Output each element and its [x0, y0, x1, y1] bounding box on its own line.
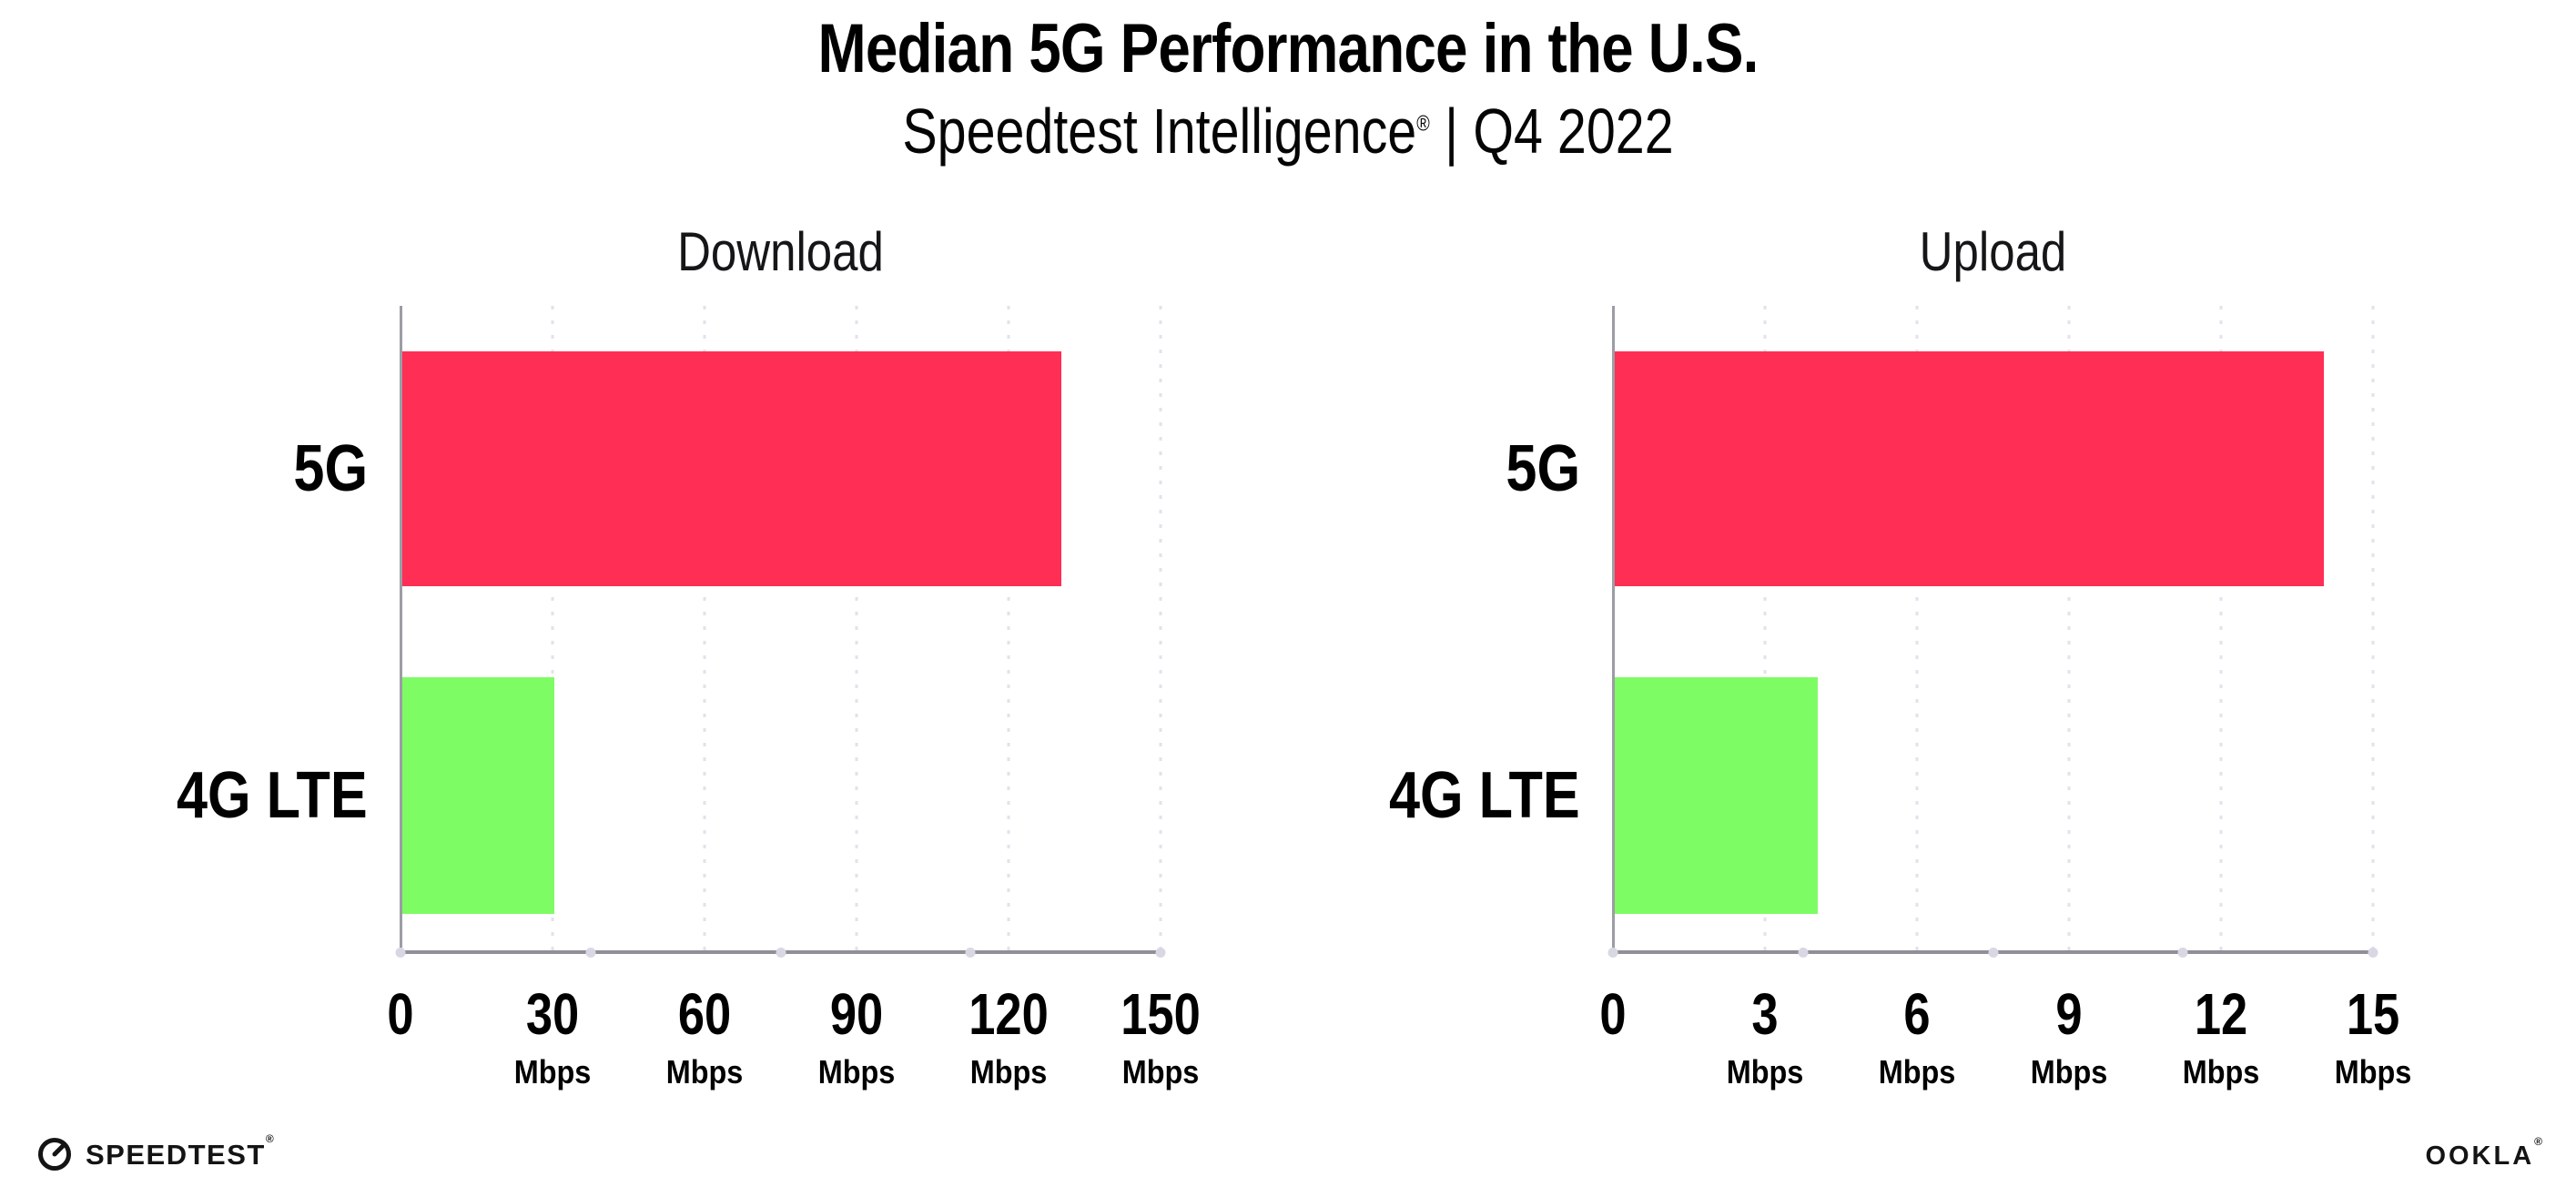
x-tick-label: 150: [1121, 981, 1201, 1047]
gridline: [2371, 306, 2375, 952]
plot-area: [395, 306, 1166, 958]
chart-title: Download: [677, 221, 884, 282]
gridline: [1763, 306, 1767, 952]
subtitle-period: Q4 2022: [1473, 96, 1674, 167]
axis-marker-dot: [1607, 948, 1618, 958]
x-tick-unit-label: Mbps: [2334, 1053, 2412, 1090]
category-label-5g: 5G: [293, 431, 368, 505]
plot-area: [1607, 306, 2378, 958]
x-tick-unit-label: Mbps: [513, 1053, 592, 1090]
axis-marker-dot: [395, 948, 406, 958]
x-tick-unit-label: Mbps: [665, 1053, 744, 1090]
axis-marker-dot: [1155, 948, 1166, 958]
upload-chart: Upload 5G 4G LTE 0 3 Mbps 6 Mbps 9 Mbps 12 Mbps 15 Mb…: [1389, 222, 2411, 1090]
gridline: [1159, 306, 1162, 952]
x-tick-unit-label: Mbps: [2030, 1053, 2108, 1090]
x-tick-unit-label: Mbps: [1121, 1053, 1200, 1090]
speedtest-label: SPEEDTEST: [86, 1138, 266, 1171]
x-tick-unit-label: Mbps: [817, 1053, 896, 1090]
y-axis-line: [1612, 306, 1615, 952]
x-tick-label: 120: [969, 981, 1049, 1047]
bar-4g-lte: [1615, 677, 1818, 915]
gridline: [551, 306, 554, 952]
category-label-4g-lte: 4G LTE: [1389, 759, 1580, 833]
x-tick-label: 9: [2055, 981, 2083, 1047]
bar-5g: [1615, 350, 2325, 587]
y-axis-line: [400, 306, 402, 952]
gridline: [1915, 306, 1919, 952]
ookla-label: OOKLA: [2425, 1141, 2535, 1171]
download-chart: Download 5G 4G LTE 0 30 Mbps 60 Mbps 90 Mbps 120 Mb…: [177, 222, 1200, 1090]
x-tick-unit-label: Mbps: [1726, 1053, 1804, 1090]
gridline: [2219, 306, 2223, 952]
subtitle-brand: Speedtest Intelligence: [902, 96, 1417, 167]
page-title: Median 5G Performance in the U.S.: [817, 10, 1759, 87]
ookla-logo: OOKLA®: [2425, 1136, 2545, 1171]
x-tick-label: 30: [525, 981, 580, 1047]
axis-marker-dot: [1988, 948, 1998, 958]
gridline: [1007, 306, 1010, 952]
subtitle-separator: |: [1445, 96, 1459, 167]
x-tick-label: 90: [829, 981, 884, 1047]
x-tick-label: 3: [1751, 981, 1779, 1047]
speedtest-gauge-icon: [38, 1138, 71, 1171]
x-tick-label: 6: [1903, 981, 1931, 1047]
x-tick-label: 60: [677, 981, 732, 1047]
axis-marker-dot: [1798, 948, 1809, 958]
x-tick-unit-label: Mbps: [1878, 1053, 1956, 1090]
speedtest-logo: SPEEDTEST®: [36, 1133, 275, 1172]
category-label-5g: 5G: [1506, 431, 1580, 505]
x-tick-label: 12: [2194, 981, 2248, 1047]
x-tick-label: 0: [1599, 981, 1627, 1047]
gridline: [703, 306, 706, 952]
bar-5g: [402, 350, 1061, 587]
axis-marker-dot: [965, 948, 976, 958]
axis-marker-dot: [776, 948, 786, 958]
gridline: [2067, 306, 2071, 952]
x-tick-unit-label: Mbps: [969, 1053, 1048, 1090]
registered-trademark-symbol: ®: [1416, 111, 1430, 137]
bar-4g-lte: [402, 677, 554, 915]
axis-marker-dot: [2177, 948, 2188, 958]
category-label-4g-lte: 4G LTE: [177, 759, 368, 833]
speedtest-wordmark: SPEEDTEST®: [86, 1133, 275, 1171]
axis-marker-dot: [585, 948, 596, 958]
x-tick-unit-label: Mbps: [2182, 1053, 2260, 1090]
gridline: [855, 306, 858, 952]
ookla-registered-mark: ®: [2534, 1135, 2545, 1148]
speedtest-registered-mark: ®: [265, 1131, 276, 1145]
x-tick-label: 15: [2346, 981, 2400, 1047]
x-tick-label: 0: [387, 981, 414, 1047]
chart-title: Upload: [1919, 221, 2067, 282]
axis-marker-dot: [2368, 948, 2378, 958]
page-subtitle: Speedtest Intelligence® | Q4 2022: [232, 93, 2345, 169]
